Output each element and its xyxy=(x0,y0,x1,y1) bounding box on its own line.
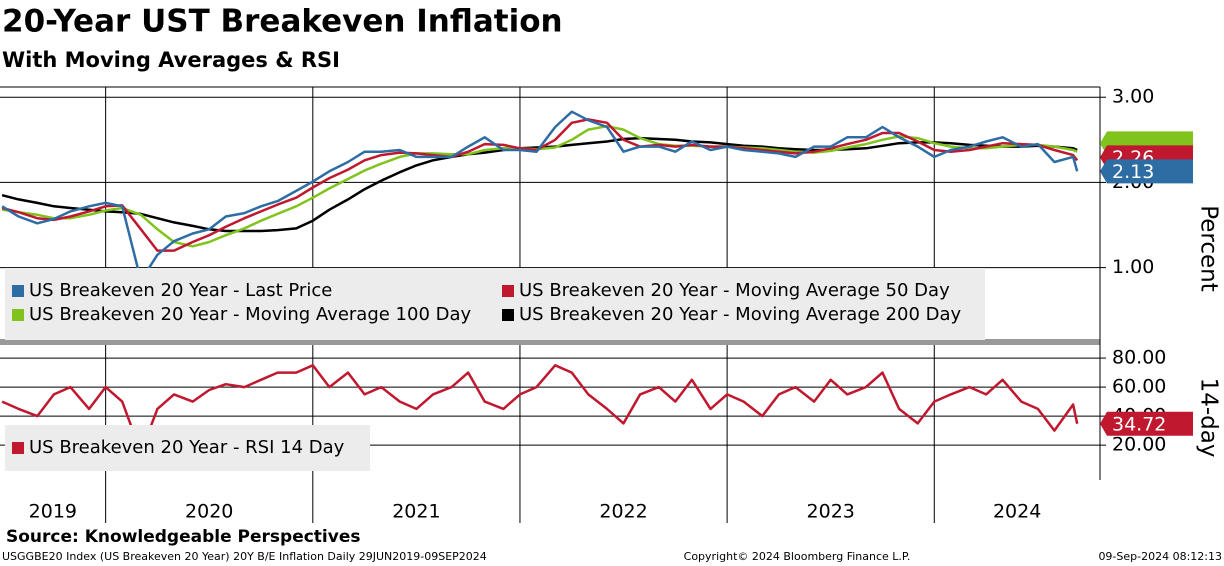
x-tick-label: 2021 xyxy=(392,501,440,523)
legend-swatch xyxy=(502,285,514,297)
footer-right: 09-Sep-2024 08:12:13 xyxy=(1098,550,1222,563)
legend-label: US Breakeven 20 Year - Moving Average 20… xyxy=(519,304,962,325)
chart-subtitle: With Moving Averages & RSI xyxy=(2,48,340,72)
last-value-label: 34.72 xyxy=(1112,413,1166,435)
x-tick-label: 2024 xyxy=(993,501,1041,523)
footer-center: Copyright© 2024 Bloomberg Finance L.P. xyxy=(684,550,911,563)
legend-swatch xyxy=(12,285,24,297)
y-axis-title: 14-day xyxy=(1196,378,1222,458)
footer-left: USGGBE20 Index (US Breakeven 20 Year) 20… xyxy=(2,550,487,563)
x-tick-label: 2019 xyxy=(29,501,77,523)
last-value-box xyxy=(1100,411,1193,436)
source: Source: Knowledgeable Perspectives xyxy=(6,527,361,547)
last-value-box xyxy=(1100,159,1193,184)
legend-label: US Breakeven 20 Year - Moving Average 10… xyxy=(29,304,472,325)
legend-label: US Breakeven 20 Year - Moving Average 50… xyxy=(519,280,950,301)
panel-divider xyxy=(0,339,1100,345)
series-line xyxy=(1,136,1078,233)
last-value-label: 2.13 xyxy=(1112,161,1154,183)
series-line xyxy=(1,124,1078,248)
x-tick-label: 2023 xyxy=(807,501,855,523)
chart-title: 20-Year UST Breakeven Inflation xyxy=(2,4,563,40)
x-tick-label: 2022 xyxy=(599,501,647,523)
legend-box xyxy=(5,268,985,340)
series-line xyxy=(1,364,1079,454)
legend-swatch xyxy=(12,442,24,454)
legend-swatch xyxy=(12,309,24,321)
y-tick-label: 1.00 xyxy=(1112,256,1154,278)
legend-box xyxy=(5,425,370,471)
legend-label: US Breakeven 20 Year - RSI 14 Day xyxy=(29,437,345,458)
y-tick-label: 60.00 xyxy=(1112,376,1166,398)
y-axis-title: Percent xyxy=(1196,205,1222,292)
y-tick-label: 3.00 xyxy=(1112,86,1154,108)
y-tick-label: 80.00 xyxy=(1112,347,1166,369)
y-tick-label: 20.00 xyxy=(1112,434,1166,456)
series-line xyxy=(1,110,1079,282)
legend-swatch xyxy=(502,309,514,321)
x-tick-label: 2020 xyxy=(185,501,233,523)
legend-label: US Breakeven 20 Year - Last Price xyxy=(29,280,332,301)
series-line xyxy=(1,118,1079,252)
